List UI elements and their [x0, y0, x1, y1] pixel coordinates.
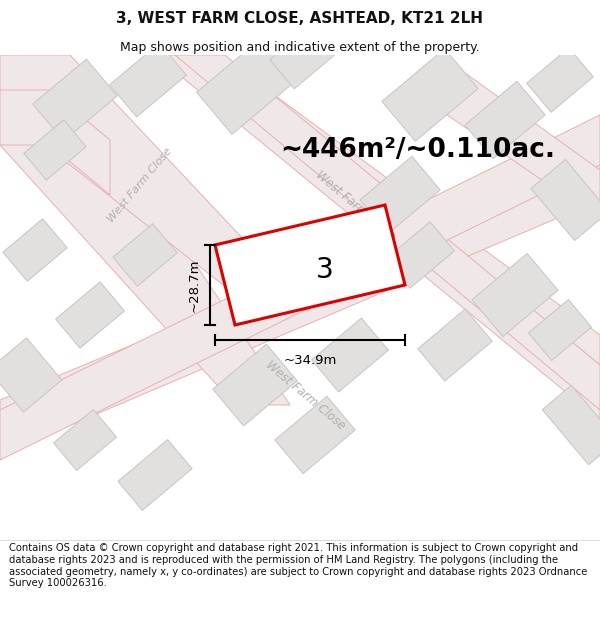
Polygon shape — [0, 338, 62, 412]
Text: ~34.9m: ~34.9m — [283, 354, 337, 367]
Polygon shape — [465, 81, 545, 159]
Polygon shape — [531, 159, 600, 241]
Polygon shape — [118, 439, 192, 511]
Polygon shape — [53, 409, 116, 471]
Text: ~446m²/~0.110ac.: ~446m²/~0.110ac. — [280, 137, 555, 163]
Polygon shape — [33, 59, 117, 141]
Polygon shape — [542, 385, 600, 465]
Polygon shape — [275, 396, 355, 474]
Polygon shape — [3, 219, 67, 281]
Polygon shape — [418, 309, 492, 381]
Polygon shape — [386, 222, 454, 288]
Polygon shape — [382, 49, 478, 141]
Text: 3: 3 — [316, 256, 334, 284]
Polygon shape — [0, 55, 290, 405]
Polygon shape — [0, 115, 600, 460]
Text: West Farm Close: West Farm Close — [263, 358, 347, 432]
Polygon shape — [0, 90, 110, 195]
Text: 3, WEST FARM CLOSE, ASHTEAD, KT21 2LH: 3, WEST FARM CLOSE, ASHTEAD, KT21 2LH — [116, 11, 484, 26]
Polygon shape — [160, 55, 600, 390]
Polygon shape — [440, 55, 600, 220]
Polygon shape — [56, 282, 124, 348]
Polygon shape — [113, 224, 177, 286]
Polygon shape — [527, 48, 593, 112]
Text: West Farm Close: West Farm Close — [313, 168, 397, 242]
Polygon shape — [110, 43, 187, 117]
Text: West Farm Close: West Farm Close — [106, 146, 174, 224]
Text: Contains OS data © Crown copyright and database right 2021. This information is : Contains OS data © Crown copyright and d… — [9, 543, 587, 588]
Polygon shape — [213, 344, 297, 426]
Polygon shape — [197, 36, 299, 134]
Polygon shape — [24, 120, 86, 180]
Text: Map shows position and indicative extent of the property.: Map shows position and indicative extent… — [120, 41, 480, 54]
Polygon shape — [270, 21, 340, 89]
Polygon shape — [472, 254, 558, 336]
Text: ~28.7m: ~28.7m — [187, 258, 200, 312]
Polygon shape — [360, 156, 440, 234]
Polygon shape — [0, 150, 600, 455]
Polygon shape — [529, 299, 592, 361]
Polygon shape — [175, 55, 600, 410]
Polygon shape — [215, 205, 405, 325]
Polygon shape — [311, 318, 388, 392]
Polygon shape — [155, 55, 600, 420]
Polygon shape — [0, 55, 310, 310]
